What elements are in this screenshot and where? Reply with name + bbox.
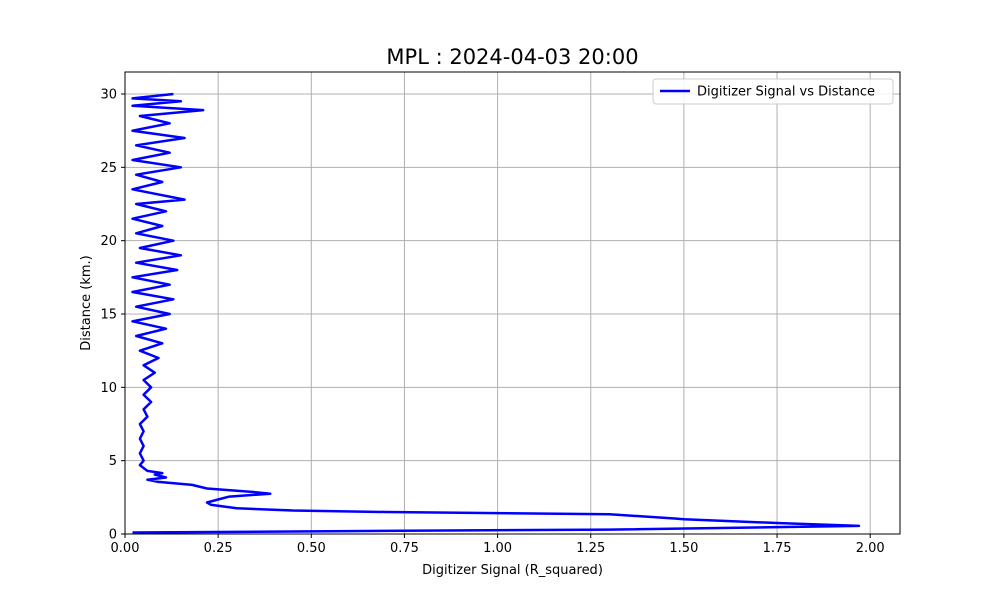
series-line (131, 92, 861, 534)
x-axis-label: Digitizer Signal (R_squared) (422, 563, 603, 578)
x-axis: 0.00 0.25 0.50 0.75 1.00 1.25 1.50 1.75 2.00 (111, 534, 885, 556)
x-tick-label: 1.25 (576, 541, 605, 556)
x-tick-label: 1.00 (483, 541, 512, 556)
x-tick-label: 1.75 (763, 541, 792, 556)
y-tick-label: 20 (100, 234, 117, 249)
chart-title: MPL : 2024-04-03 20:00 (386, 45, 638, 69)
legend-label: Digitizer Signal vs Distance (697, 85, 875, 100)
y-tick-label: 30 (100, 88, 117, 103)
series-layer (131, 92, 861, 534)
y-axis: 0 5 10 15 20 25 30 (100, 88, 125, 543)
x-tick-label: 0.00 (111, 541, 140, 556)
x-tick-label: 2.00 (856, 541, 885, 556)
y-tick-label: 25 (100, 161, 117, 176)
plot-frame (124, 71, 901, 535)
x-tick-label: 0.75 (390, 541, 419, 556)
legend-box (652, 78, 894, 105)
x-tick-label: 0.25 (204, 541, 233, 556)
x-tick-label: 0.50 (297, 541, 326, 556)
y-tick-label: 5 (109, 454, 117, 469)
x-tick-label: 1.50 (669, 541, 698, 556)
y-tick-label: 10 (100, 381, 117, 396)
legend: Digitizer Signal vs Distance (652, 78, 894, 105)
y-axis-label: Distance (km.) (79, 255, 94, 350)
y-tick-label: 15 (100, 308, 117, 323)
y-tick-label: 0 (109, 528, 117, 543)
